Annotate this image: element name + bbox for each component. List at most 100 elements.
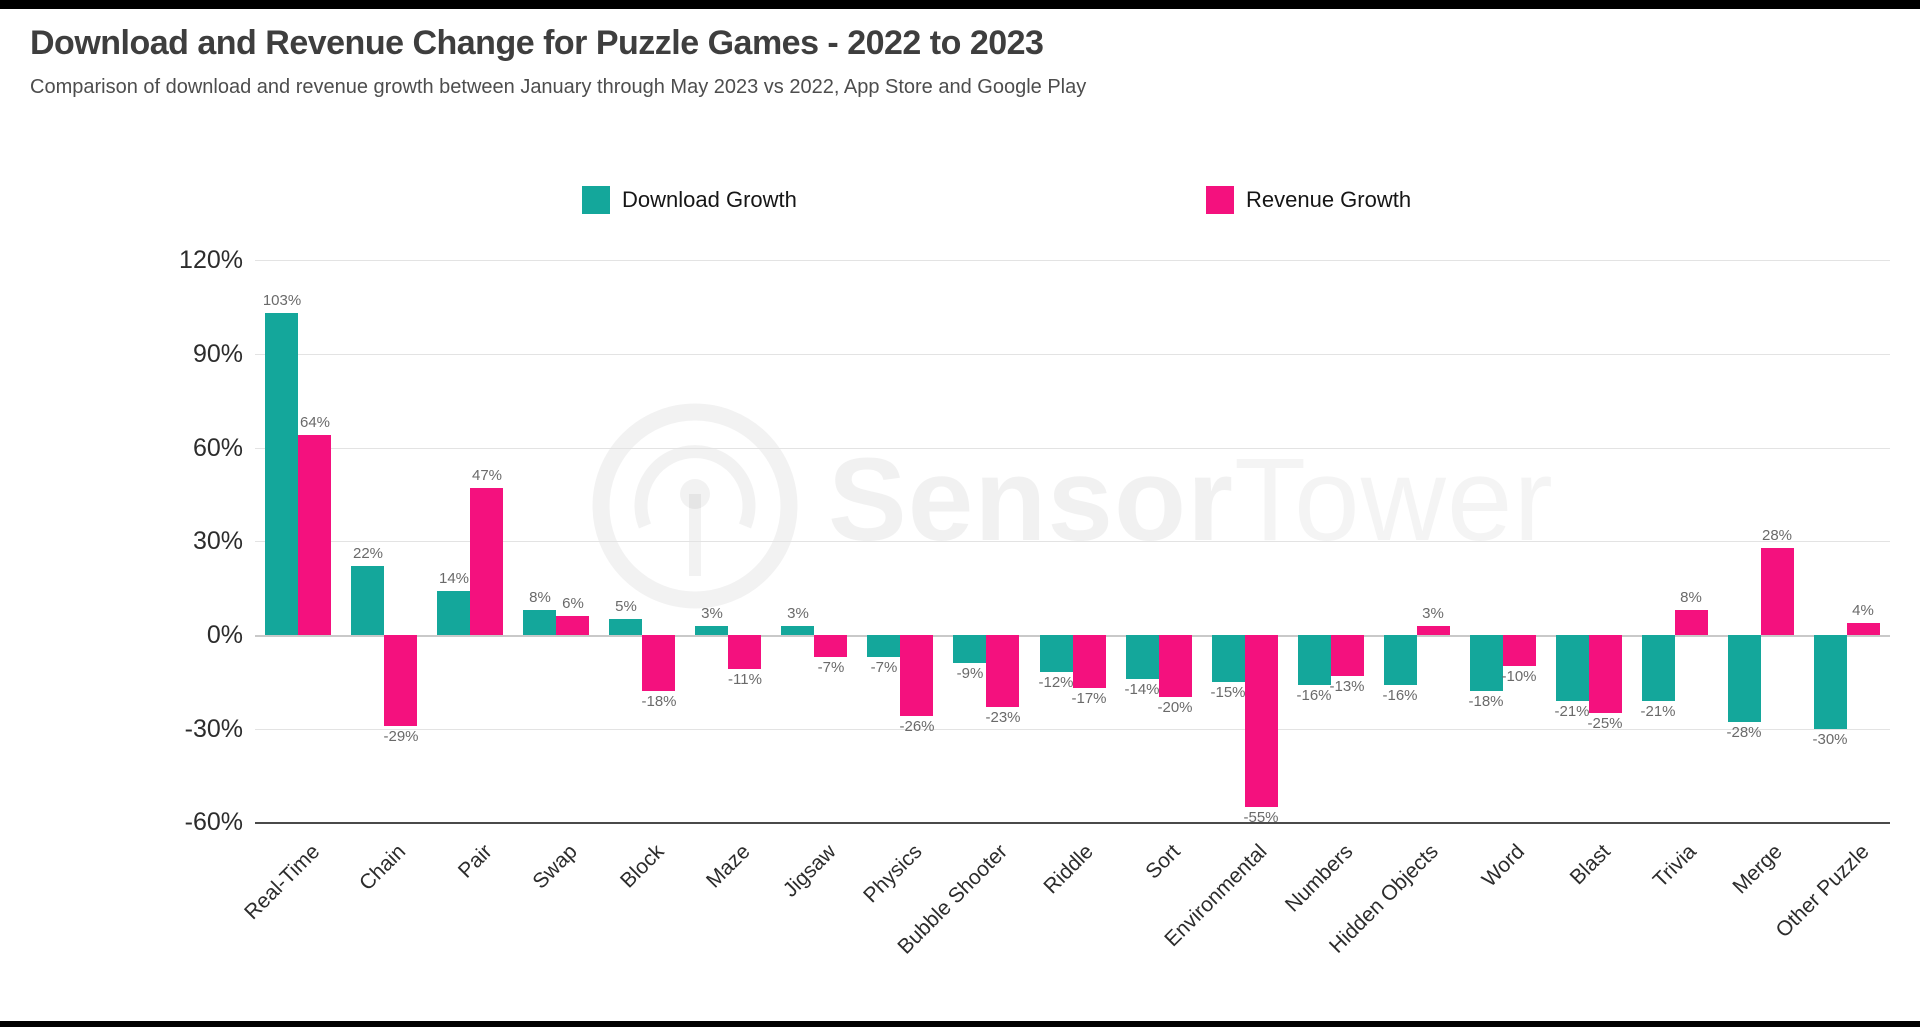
bar-value-label: 64% bbox=[299, 414, 331, 431]
download-bar bbox=[1814, 635, 1847, 729]
download-bar bbox=[1298, 635, 1331, 685]
bar-value-label: -16% bbox=[1296, 687, 1332, 704]
bar-value-label: -29% bbox=[383, 728, 419, 745]
watermark-text-bold: Sensor bbox=[828, 434, 1235, 566]
download-bar bbox=[953, 635, 986, 663]
bar-value-label: 8% bbox=[1680, 589, 1702, 606]
category-label: Trivia bbox=[1649, 840, 1702, 893]
bar-value-label: 103% bbox=[262, 292, 302, 309]
gridline bbox=[255, 260, 1890, 261]
category-label: Blast bbox=[1565, 840, 1616, 890]
gridline bbox=[255, 541, 1890, 542]
download-bar bbox=[265, 313, 298, 635]
bar-value-label: -13% bbox=[1329, 678, 1365, 695]
bar-value-label: 28% bbox=[1761, 527, 1793, 544]
bar-value-label: -26% bbox=[899, 718, 935, 735]
download-bar bbox=[437, 591, 470, 635]
y-tick-label: -30% bbox=[184, 715, 243, 743]
bar-value-label: -18% bbox=[1468, 693, 1504, 710]
revenue-bar bbox=[1159, 635, 1192, 697]
revenue-bar bbox=[642, 635, 675, 691]
category-label: Physics bbox=[858, 840, 927, 908]
revenue-bar bbox=[470, 488, 503, 635]
bar-value-label: 22% bbox=[352, 545, 384, 562]
bar-value-label: -7% bbox=[817, 659, 845, 676]
download-bar bbox=[1556, 635, 1589, 701]
y-tick-label: 30% bbox=[192, 527, 243, 555]
bar-value-label: -15% bbox=[1210, 684, 1246, 701]
gridline bbox=[255, 354, 1890, 355]
bar-value-label: 47% bbox=[471, 467, 503, 484]
revenue-bar bbox=[1847, 623, 1880, 635]
revenue-bar bbox=[1073, 635, 1106, 688]
revenue-bar bbox=[1675, 610, 1708, 635]
bar-value-label: 6% bbox=[562, 595, 584, 612]
download-bar bbox=[609, 619, 642, 635]
download-bar bbox=[1040, 635, 1073, 672]
revenue-bar bbox=[814, 635, 847, 657]
category-label: Maze bbox=[701, 840, 755, 893]
y-tick-label: 0% bbox=[206, 621, 243, 649]
category-label: Block bbox=[615, 840, 669, 893]
gridline bbox=[255, 729, 1890, 730]
legend-swatch-revenue bbox=[1206, 186, 1234, 214]
revenue-bar bbox=[384, 635, 417, 726]
category-label: Chain bbox=[355, 840, 411, 896]
bar-value-label: -30% bbox=[1812, 731, 1848, 748]
legend-label-download: Download Growth bbox=[622, 187, 797, 212]
watermark-text-light: Tower bbox=[1234, 434, 1554, 566]
bar-value-label: -18% bbox=[641, 693, 677, 710]
download-bar bbox=[1470, 635, 1503, 691]
download-bar bbox=[781, 626, 814, 635]
bar-value-label: -11% bbox=[728, 671, 762, 688]
x-axis-line bbox=[255, 822, 1890, 824]
revenue-bar bbox=[1503, 635, 1536, 666]
legend-label-revenue: Revenue Growth bbox=[1246, 187, 1412, 212]
bar-value-label: -7% bbox=[870, 659, 898, 676]
top-edge-bar bbox=[0, 0, 1920, 9]
revenue-bar bbox=[986, 635, 1019, 707]
bar-value-label: 8% bbox=[529, 589, 551, 606]
download-bar bbox=[1212, 635, 1245, 682]
bar-value-label: -12% bbox=[1038, 674, 1074, 691]
revenue-bar bbox=[298, 435, 331, 635]
bar-value-label: 5% bbox=[615, 598, 637, 615]
revenue-bar bbox=[1245, 635, 1278, 807]
category-label: Riddle bbox=[1039, 840, 1099, 899]
revenue-bar bbox=[556, 616, 589, 635]
page-title: Download and Revenue Change for Puzzle G… bbox=[30, 24, 1044, 62]
category-label: Sort bbox=[1141, 840, 1186, 884]
page-subtitle: Comparison of download and revenue growt… bbox=[30, 76, 1087, 98]
sensortower-logo-icon bbox=[592, 403, 798, 609]
revenue-bar bbox=[728, 635, 761, 669]
category-label: Jigsaw bbox=[778, 840, 841, 902]
category-label: Merge bbox=[1728, 840, 1788, 899]
bar-value-label: -21% bbox=[1554, 703, 1590, 720]
category-label: Real-Time bbox=[240, 840, 325, 925]
download-bar bbox=[1126, 635, 1159, 679]
y-tick-label: 60% bbox=[192, 434, 243, 462]
bar-value-label: 3% bbox=[787, 605, 809, 622]
revenue-bar bbox=[1417, 626, 1450, 635]
bar-value-label: -14% bbox=[1124, 681, 1160, 698]
download-bar bbox=[1642, 635, 1675, 701]
download-bar bbox=[1384, 635, 1417, 685]
revenue-bar bbox=[1331, 635, 1364, 676]
bar-value-label: -17% bbox=[1071, 690, 1107, 707]
revenue-bar bbox=[900, 635, 933, 716]
bar-value-label: 3% bbox=[701, 605, 723, 622]
download-bar bbox=[695, 626, 728, 635]
bar-value-label: -23% bbox=[985, 709, 1021, 726]
bottom-edge-bar bbox=[0, 1021, 1920, 1027]
bar-value-label: -16% bbox=[1382, 687, 1418, 704]
bar-value-label: 4% bbox=[1852, 602, 1874, 619]
download-bar bbox=[351, 566, 384, 635]
bar-value-label: 14% bbox=[438, 570, 470, 587]
category-label: Swap bbox=[528, 840, 583, 894]
bar-value-label: -21% bbox=[1640, 703, 1676, 720]
y-tick-label: -60% bbox=[184, 808, 243, 836]
legend-swatch-download bbox=[582, 186, 610, 214]
bar-value-label: -10% bbox=[1501, 668, 1537, 685]
category-label: Pair bbox=[453, 840, 497, 883]
